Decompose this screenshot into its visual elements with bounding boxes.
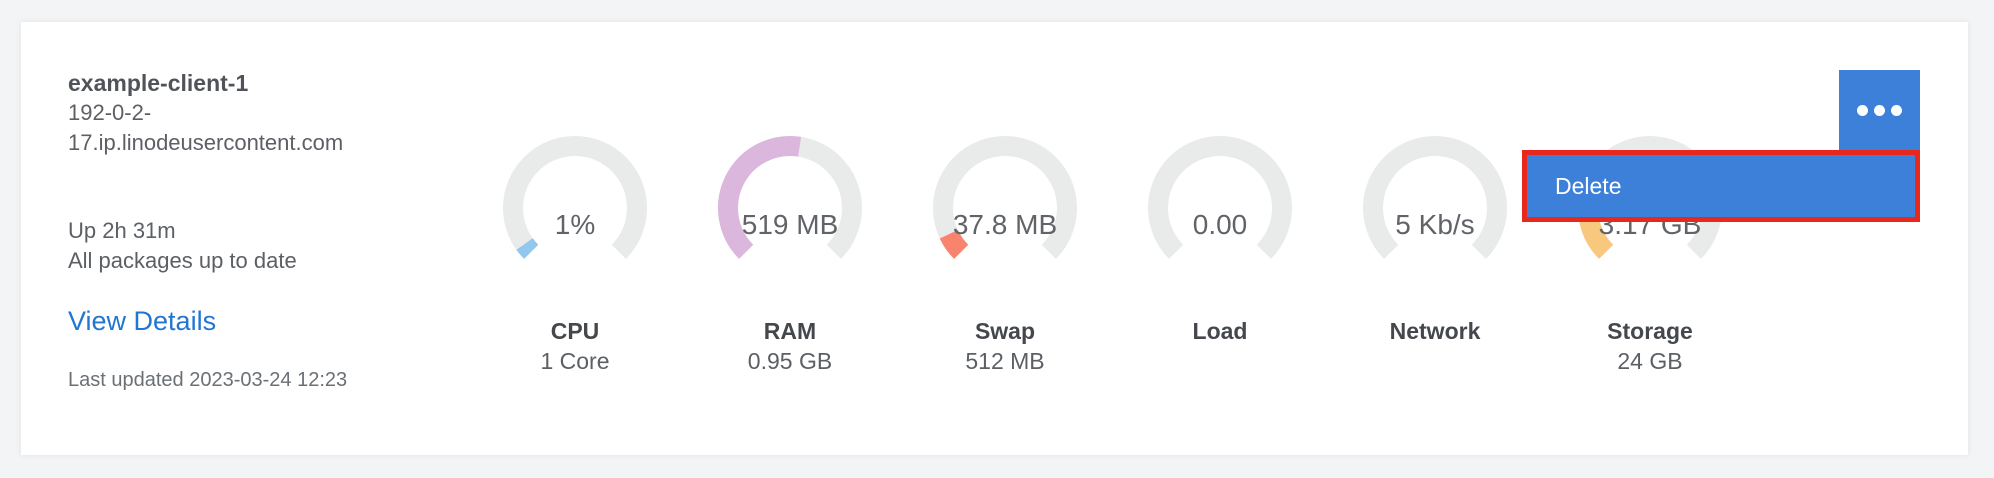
more-actions-button[interactable] [1839,70,1920,150]
uptime-text: Up 2h 31m [68,218,176,243]
gauge-label: Network [1389,318,1481,344]
gauge-value: 519 MB [741,209,839,240]
gauge-sublabel: 24 GB [1617,348,1683,374]
ellipsis-icon [1874,104,1885,116]
menu-item-delete[interactable]: Delete [1522,150,1920,222]
gauge-label: Storage [1607,318,1693,344]
gauge-ring [1120,128,1320,288]
gauge-sublabel: 0.95 GB [747,348,833,374]
packages-status: All packages up to date [68,248,297,273]
last-updated-text: Last updated 2023-03-24 12:23 [68,369,348,391]
gauge-ram: 519 MB RAM 0.95 GB [690,122,890,376]
gauge-value: 37.8 MB [952,209,1058,240]
server-info: example-client-1 192-0-2-17.ip.linodeuse… [68,68,378,394]
gauge-cpu: 1% CPU 1 Core [475,122,675,376]
server-card: example-client-1 192-0-2-17.ip.linodeuse… [21,22,1968,455]
view-details-link[interactable]: View Details [68,306,217,336]
gauge-label: RAM [763,318,817,344]
gauge-label: Swap [974,318,1036,344]
context-menu: Delete [1522,150,1920,222]
gauge-ring [905,128,1105,288]
gauge-value: 5 Kb/s [1395,209,1475,240]
gauge-label: CPU [550,318,600,344]
server-name: example-client-1 [68,70,249,96]
gauge-load: 0.00 Load [1120,122,1320,376]
ellipsis-icon [1857,104,1868,116]
gauge-ring [475,128,675,288]
gauge-ring [1335,128,1535,288]
gauge-sublabel: 1 Core [540,348,610,374]
gauge-value: 0.00 [1192,209,1248,240]
gauge-ring [690,128,890,288]
gauge-swap: 37.8 MB Swap 512 MB [905,122,1105,376]
gauge-network: 5 Kb/s Network [1335,122,1535,376]
gauge-sublabel: 512 MB [965,348,1045,374]
ellipsis-icon [1891,104,1902,116]
gauge-label: Load [1192,318,1248,344]
server-hostname: 192-0-2-17.ip.linodeusercontent.com [68,100,344,155]
gauge-value: 1% [554,209,596,240]
gauges-row: 1% CPU 1 Core 519 MB RAM 0.95 GB 37.8 MB… [475,122,1750,376]
